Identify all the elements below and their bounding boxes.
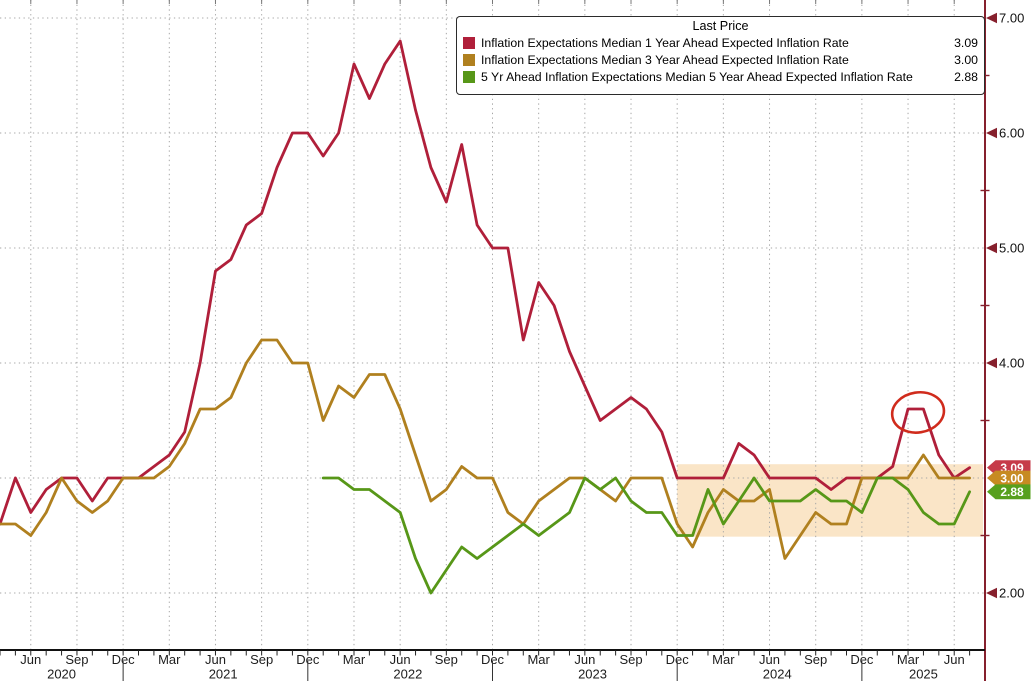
legend-value-3yr: 3.00 [954,52,978,67]
legend: Last Price Inflation Expectations Median… [456,16,985,95]
svg-text:6.00: 6.00 [999,126,1024,141]
svg-text:Jun: Jun [574,652,595,667]
svg-text:2025: 2025 [909,667,938,681]
legend-item-1yr[interactable]: Inflation Expectations Median 1 Year Ahe… [463,34,978,51]
y-axis: 7.00 6.00 5.00 4.00 2.00 [980,0,1024,681]
legend-value-1yr: 3.09 [954,35,978,50]
series-line-5yr [321,476,971,595]
price-tag-3.00 [987,470,1031,486]
svg-text:2024: 2024 [763,667,792,681]
svg-text:Sep: Sep [250,652,273,667]
svg-text:4.00: 4.00 [999,356,1024,371]
svg-text:2021: 2021 [209,667,238,681]
svg-text:Jun: Jun [759,652,780,667]
svg-text:Mar: Mar [897,652,920,667]
svg-text:Dec: Dec [481,652,505,667]
x-axis: Jun Sep Dec Mar Jun Sep Dec Mar Jun Sep Dec Mar Jun S… [0,649,985,681]
svg-text:2020: 2020 [47,667,76,681]
svg-text:Jun: Jun [20,652,41,667]
svg-text:Dec: Dec [296,652,320,667]
svg-text:Jun: Jun [205,652,226,667]
legend-item-5yr[interactable]: 5 Yr Ahead Inflation Expectations Median… [463,68,978,85]
legend-swatch-3yr-icon [463,53,475,66]
legend-value-5yr: 2.88 [954,69,978,84]
svg-text:Sep: Sep [804,652,827,667]
svg-text:Dec: Dec [666,652,690,667]
svg-text:2023: 2023 [578,667,607,681]
svg-text:Sep: Sep [435,652,458,667]
svg-text:Jun: Jun [390,652,411,667]
svg-text:Mar: Mar [158,652,181,667]
price-tag-2.88 [987,484,1031,500]
svg-text:Sep: Sep [65,652,88,667]
svg-text:2.88: 2.88 [1000,485,1024,499]
svg-text:Dec: Dec [850,652,874,667]
series-line-1yr [0,39,971,526]
svg-text:Dec: Dec [112,652,136,667]
svg-text:Mar: Mar [712,652,735,667]
legend-label-5yr: 5 Yr Ahead Inflation Expectations Median… [481,69,913,84]
svg-text:2.00: 2.00 [999,586,1024,601]
legend-swatch-5yr-icon [463,70,475,83]
legend-label-3yr: Inflation Expectations Median 3 Year Ahe… [481,52,849,67]
svg-text:Jun: Jun [944,652,965,667]
legend-item-3yr[interactable]: Inflation Expectations Median 3 Year Ahe… [463,51,978,68]
svg-text:Sep: Sep [619,652,642,667]
legend-title: Last Price [692,19,749,33]
svg-text:2022: 2022 [393,667,422,681]
gridlines [0,0,985,650]
svg-text:3.00: 3.00 [1000,471,1024,485]
series-line-3yr [0,338,971,560]
circle-annotation [890,390,946,434]
svg-text:Mar: Mar [527,652,550,667]
price-tags: 3.093.002.88 [987,460,1031,500]
svg-text:7.00: 7.00 [999,11,1024,26]
svg-text:Mar: Mar [343,652,366,667]
legend-label-1yr: Inflation Expectations Median 1 Year Ahe… [481,35,849,50]
svg-text:5.00: 5.00 [999,241,1024,256]
legend-swatch-1yr-icon [463,36,475,49]
